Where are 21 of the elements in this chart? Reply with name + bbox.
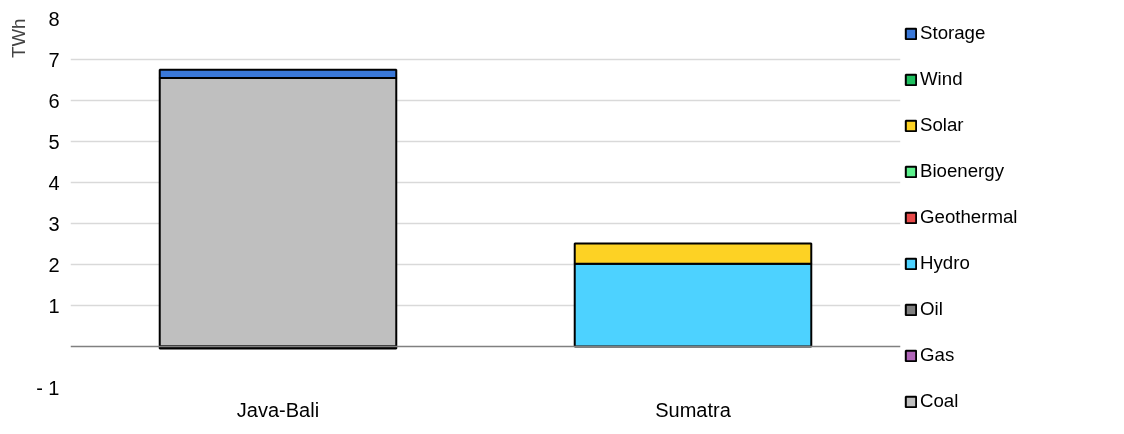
legend-label: Solar [920, 114, 964, 136]
y-axis-title: TWh [7, 18, 29, 58]
x-tick-label: Java-Bali [236, 398, 320, 421]
y-tick-label: 6 [48, 89, 60, 112]
y-tick-label: 5 [48, 130, 60, 153]
legend-label: Hydro [920, 252, 970, 274]
legend-label: Gas [920, 344, 955, 366]
y-tick-label: 2 [48, 253, 60, 276]
legend-label: Bioenergy [920, 160, 1005, 182]
y-tick-label: - 1 [36, 376, 60, 399]
legend-label: Geothermal [920, 206, 1018, 228]
y-tick-label: 8 [48, 7, 60, 30]
y-tick-label: 1 [48, 294, 60, 317]
legend-label: Wind [920, 68, 963, 90]
legend-label: Storage [920, 22, 986, 44]
legend-label: Coal [920, 390, 959, 412]
legend-label: Oil [920, 298, 943, 320]
x-tick-label: Sumatra [655, 398, 732, 421]
y-tick-label: 7 [48, 48, 60, 71]
y-tick-label: 4 [48, 171, 60, 194]
y-tick-label: 3 [48, 212, 60, 235]
